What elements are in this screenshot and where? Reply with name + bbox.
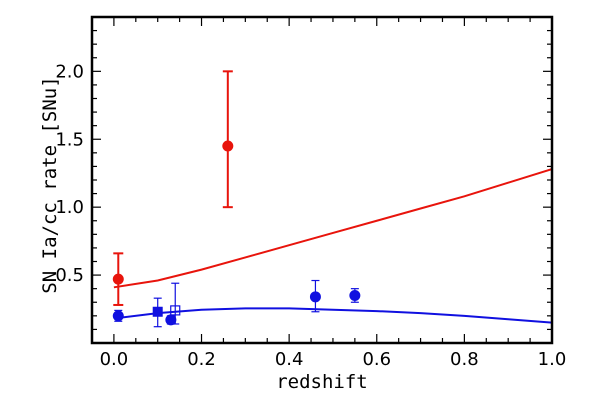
y-axis-label: SN Ia/cc rate [SNu] (39, 76, 61, 293)
y-tick-label: 2.0 (55, 61, 84, 82)
x-tick-label: 0.6 (362, 349, 391, 370)
data-point-square (152, 306, 163, 317)
x-tick-label: 0.4 (275, 349, 304, 370)
y-tick-label: 1.0 (55, 197, 84, 218)
x-tick-label: 0.8 (450, 349, 479, 370)
data-point-blue (309, 291, 321, 303)
data-point-open-square (170, 305, 181, 316)
data-point-red (112, 273, 124, 285)
x-tick-label: 0.0 (100, 349, 129, 370)
model-curve-red (113, 168, 552, 289)
data-point-red (222, 140, 234, 152)
y-tick-label: 1.5 (55, 129, 84, 150)
x-tick-label: 0.2 (187, 349, 216, 370)
data-point-blue (112, 310, 124, 322)
x-axis-label: redshift (276, 371, 368, 393)
x-tick-label: 1.0 (538, 349, 567, 370)
model-curve-blue (113, 307, 552, 324)
data-point-blue (349, 289, 361, 301)
y-tick-label: 0.5 (55, 265, 84, 286)
plot-frame (90, 15, 554, 345)
